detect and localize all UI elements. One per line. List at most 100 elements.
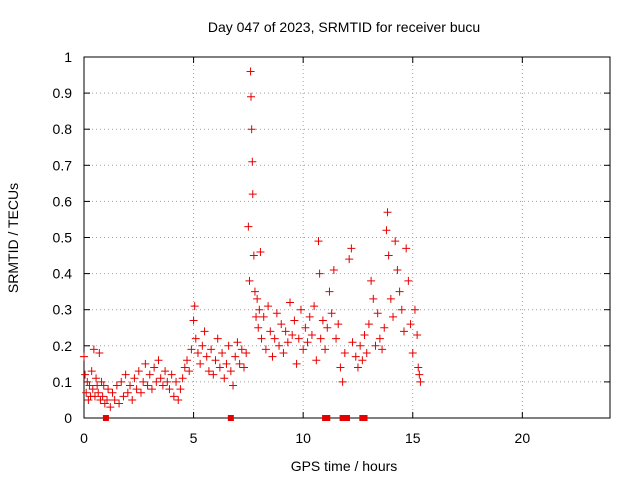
data-point xyxy=(81,370,90,379)
data-point xyxy=(211,356,220,365)
data-point xyxy=(110,395,119,404)
data-point xyxy=(220,374,229,383)
x-tick-label: 10 xyxy=(295,430,311,446)
data-point xyxy=(305,312,314,321)
data-point xyxy=(256,247,265,256)
data-point xyxy=(239,363,248,372)
data-point xyxy=(286,298,295,307)
data-point xyxy=(198,341,207,350)
data-point xyxy=(290,316,299,325)
data-point xyxy=(393,265,402,274)
data-point xyxy=(215,363,224,372)
data-point xyxy=(156,374,165,383)
data-point xyxy=(360,330,369,339)
data-point xyxy=(404,276,413,285)
data-point xyxy=(253,294,262,303)
data-point xyxy=(235,359,244,368)
data-point xyxy=(275,341,284,350)
data-point xyxy=(130,374,139,383)
data-point xyxy=(89,345,98,354)
data-point xyxy=(272,309,281,318)
data-point xyxy=(336,363,345,372)
data-point xyxy=(191,334,200,343)
y-tick-label: 0.3 xyxy=(53,302,73,318)
data-point xyxy=(247,92,256,101)
data-point xyxy=(248,190,257,199)
data-point xyxy=(364,320,373,329)
data-point xyxy=(318,316,327,325)
data-point xyxy=(229,381,238,390)
data-point xyxy=(323,323,332,332)
data-point xyxy=(213,334,222,343)
y-tick-label: 0.2 xyxy=(53,338,73,354)
data-point xyxy=(231,352,240,361)
data-point xyxy=(99,381,108,390)
data-point xyxy=(321,345,330,354)
data-point xyxy=(389,312,398,321)
data-point xyxy=(139,377,148,386)
data-point xyxy=(266,327,275,336)
data-point xyxy=(97,377,106,386)
data-point xyxy=(176,385,185,394)
data-point xyxy=(226,367,235,376)
data-point xyxy=(244,222,253,231)
data-point xyxy=(115,399,124,408)
data-point xyxy=(92,374,101,383)
data-point xyxy=(193,349,202,358)
data-point xyxy=(410,305,419,314)
data-point xyxy=(98,392,107,401)
data-point xyxy=(222,359,231,368)
data-point xyxy=(406,320,415,329)
data-point xyxy=(254,323,263,332)
x-tick-label: 15 xyxy=(405,430,421,446)
data-point xyxy=(112,381,121,390)
baseline-marker xyxy=(102,415,109,421)
data-point xyxy=(316,334,325,343)
data-point xyxy=(397,305,406,314)
data-point xyxy=(334,320,343,329)
data-point xyxy=(362,349,371,358)
data-point xyxy=(100,399,109,408)
y-tick-labels: 0 0.1 0.2 0.3 0.4 0.5 0.6 0.7 0.8 0.9 1 xyxy=(53,49,73,426)
data-point xyxy=(332,334,341,343)
data-point xyxy=(136,388,145,397)
data-point xyxy=(378,345,387,354)
data-point xyxy=(152,377,161,386)
plot-frame xyxy=(83,56,611,419)
data-point xyxy=(340,349,349,358)
data-point xyxy=(249,251,258,260)
data-point xyxy=(94,388,103,397)
data-point xyxy=(386,294,395,303)
data-point xyxy=(121,370,130,379)
data-point xyxy=(185,367,194,376)
data-point xyxy=(356,341,365,350)
axis-ticks xyxy=(83,56,610,419)
data-point xyxy=(416,377,425,386)
data-point xyxy=(281,327,290,336)
y-tick-label: 0.7 xyxy=(53,157,73,173)
data-point xyxy=(312,356,321,365)
data-point xyxy=(414,363,423,372)
x-axis-label: GPS time / hours xyxy=(291,458,398,474)
data-point xyxy=(106,403,115,412)
data-point xyxy=(117,377,126,386)
data-point xyxy=(288,330,297,339)
data-point xyxy=(145,370,154,379)
baseline-marker xyxy=(324,415,331,421)
data-point xyxy=(264,302,273,311)
data-point xyxy=(353,363,362,372)
data-point xyxy=(413,330,422,339)
data-point xyxy=(242,349,251,358)
data-point xyxy=(90,392,99,401)
data-point xyxy=(373,309,382,318)
x-tick-label: 20 xyxy=(515,430,531,446)
data-point xyxy=(161,367,170,376)
data-point xyxy=(307,330,316,339)
chart-title: Day 047 of 2023, SRMTID for receiver buc… xyxy=(208,19,480,35)
data-point xyxy=(104,385,113,394)
data-point xyxy=(141,359,150,368)
y-tick-label: 1 xyxy=(64,49,72,65)
data-point xyxy=(371,341,380,350)
data-point xyxy=(128,395,137,404)
data-point xyxy=(277,320,286,329)
